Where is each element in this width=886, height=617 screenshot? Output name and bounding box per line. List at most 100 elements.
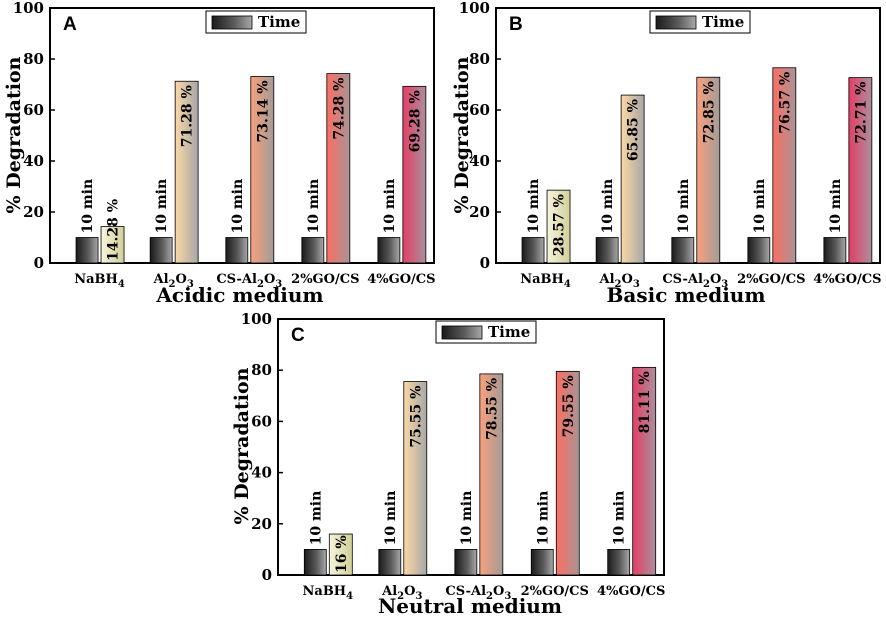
degradation-bar-label: 81.11 %: [637, 371, 653, 433]
y-tick-label: 80: [469, 50, 490, 68]
panel-b: B 0 20 40 60 80 100 % Degradation Time 10 min 28.5…: [451, 0, 882, 307]
y-axis-title: % Degradation: [451, 56, 473, 213]
x-category-label: 4%GO/CS: [813, 272, 881, 287]
time-bar-label: 10 min: [600, 179, 616, 234]
panel-c: C 0 20 40 60 80 100 % Degradation Time 10 min 16 %…: [231, 310, 665, 617]
degradation-bar-label: 76.57 %: [777, 72, 793, 134]
y-tick-label: 0: [480, 254, 490, 272]
degradation-bar: [100, 226, 125, 264]
time-bar-label: 10 min: [752, 179, 768, 234]
degradation-bar: [402, 85, 427, 264]
chart-title: Neutral medium: [378, 594, 562, 617]
time-bar: [671, 237, 695, 264]
time-bar: [303, 549, 327, 576]
time-bar: [377, 237, 401, 264]
legend-swatch: [441, 325, 483, 340]
degradation-bar-label: 72.85 %: [701, 81, 717, 143]
legend-label: Time: [258, 13, 300, 31]
degradation-bar: [328, 533, 353, 576]
degradation-bar-label: 72.71 %: [853, 82, 869, 144]
degradation-bar-label: 28.57 %: [552, 194, 568, 256]
x-category-label: 4%GO/CS: [367, 272, 435, 287]
chart-title: Basic medium: [606, 283, 765, 307]
time-bar-label: 10 min: [526, 179, 542, 234]
y-tick-label: 40: [251, 464, 272, 482]
y-tick-label: 100: [459, 0, 490, 17]
y-tick-label: 40: [469, 152, 490, 170]
degradation-bar-label: 79.55 %: [561, 375, 577, 437]
x-category-label: 2%GO/CS: [521, 584, 589, 599]
x-category-label: CS-Al2O3: [445, 584, 511, 602]
degradation-bar-label: 73.14 %: [255, 80, 271, 142]
legend-swatch: [211, 15, 253, 30]
degradation-bar-label: 78.55 %: [484, 378, 500, 440]
time-bar-label: 10 min: [676, 179, 692, 234]
y-tick-label: 80: [251, 361, 272, 379]
time-bar: [149, 237, 173, 264]
x-category-label: NaBH4: [74, 272, 125, 290]
y-tick-label: 100: [13, 0, 44, 17]
y-tick-label: 0: [34, 254, 44, 272]
time-bar: [75, 237, 99, 264]
time-bar: [747, 237, 771, 264]
time-bar-label: 10 min: [308, 491, 324, 546]
legend-label: Time: [488, 323, 530, 341]
time-bar-label: 10 min: [382, 179, 398, 234]
time-bar-label: 10 min: [80, 179, 96, 234]
x-category-label: CS-Al2O3: [216, 272, 282, 290]
y-tick-label: 40: [23, 152, 44, 170]
degradation-bar-label: 75.55 %: [408, 386, 424, 448]
degradation-bar: [326, 73, 351, 264]
time-bar: [454, 549, 478, 576]
y-tick-label: 60: [23, 101, 44, 119]
time-bar-label: 10 min: [383, 491, 399, 546]
panel-letter: B: [509, 14, 523, 35]
y-tick-label: 100: [241, 310, 272, 328]
x-category-label: 2%GO/CS: [291, 272, 359, 287]
legend-label: Time: [702, 13, 744, 31]
x-category-label: 4%GO/CS: [597, 584, 665, 599]
time-bar: [301, 237, 325, 264]
degradation-bar: [250, 76, 275, 264]
time-bar-label: 10 min: [535, 491, 551, 546]
legend: Time: [435, 320, 537, 344]
degradation-bar-label: 14.28 %: [106, 199, 122, 261]
y-tick-label: 20: [469, 203, 490, 221]
time-bar-label: 10 min: [828, 179, 844, 234]
degradation-bar-label: 16 %: [334, 535, 350, 573]
degradation-bar-label: 69.28 %: [407, 90, 423, 152]
time-bar: [378, 549, 402, 576]
time-bar: [530, 549, 554, 576]
degradation-bar: [403, 381, 428, 576]
x-category-label: Al2O3: [152, 272, 193, 290]
panel-a: A 0 20 40 60 80 100 % Degradation Time 10 min 14.2…: [3, 0, 436, 307]
time-bar: [823, 237, 847, 264]
y-axis-title: % Degradation: [3, 56, 25, 213]
y-tick-label: 60: [469, 101, 490, 119]
time-bar-label: 10 min: [154, 179, 170, 234]
chart-title: Acidic medium: [155, 283, 323, 307]
x-category-label: NaBH4: [520, 272, 571, 290]
degradation-bar-label: 74.28 %: [331, 78, 347, 140]
y-tick-label: 20: [23, 203, 44, 221]
degradation-bar-label: 65.85 %: [626, 99, 642, 161]
time-bar-label: 10 min: [459, 491, 475, 546]
degradation-bar: [174, 80, 199, 264]
degradation-bar: [620, 94, 645, 264]
x-category-label: CS-Al2O3: [662, 272, 728, 290]
x-category-label: Al2O3: [598, 272, 639, 290]
degradation-bar: [632, 366, 657, 576]
time-bar-label: 10 min: [612, 491, 628, 546]
y-tick-label: 20: [251, 515, 272, 533]
degradation-bar: [772, 67, 797, 264]
panel-letter: A: [63, 14, 77, 35]
time-bar: [225, 237, 249, 264]
y-axis-title: % Degradation: [231, 367, 253, 524]
panel-letter: C: [291, 325, 305, 346]
y-tick-label: 80: [23, 50, 44, 68]
x-category-label: NaBH4: [303, 584, 354, 602]
y-tick-label: 60: [251, 412, 272, 430]
degradation-bar: [555, 370, 580, 576]
legend: Time: [649, 10, 751, 34]
